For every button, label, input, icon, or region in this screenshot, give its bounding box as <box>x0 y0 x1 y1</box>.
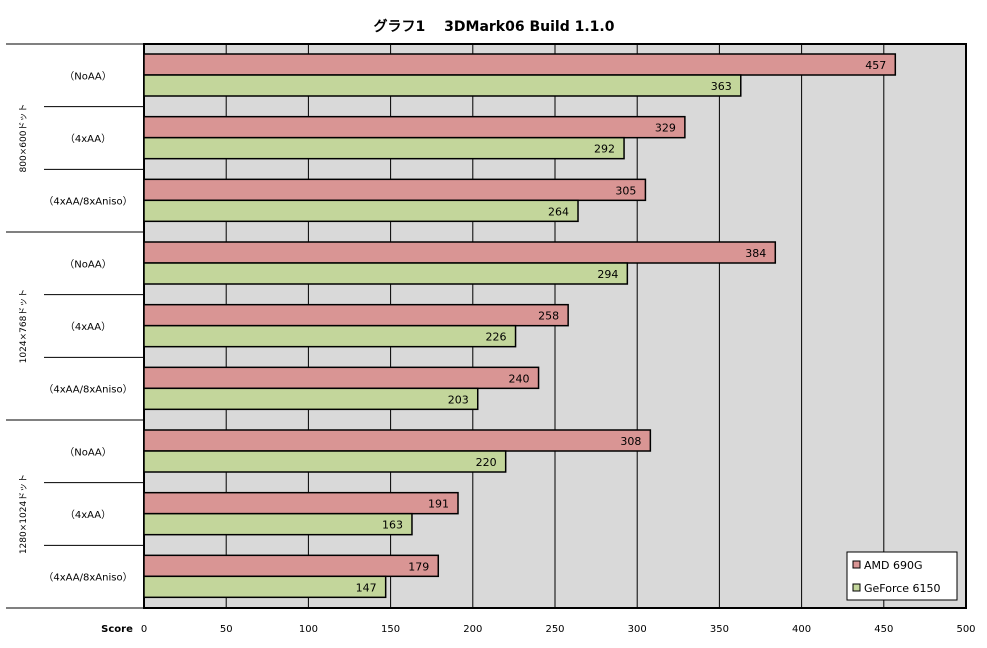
x-tick-label: 400 <box>792 624 811 635</box>
category-label: （4xAA/8xAniso） <box>43 196 132 208</box>
bar-geforce-6150 <box>143 262 629 285</box>
bar-geforce-6150 <box>143 575 387 599</box>
bar-amd-690g <box>143 241 777 264</box>
bar-amd-690g <box>143 429 652 452</box>
data-label: 294 <box>597 268 618 281</box>
data-label: 384 <box>745 247 766 260</box>
bar-amd-690g <box>143 53 897 76</box>
data-labels: 457 329 305 384 258 240 308 191 179 363 292 264 294 2… <box>356 59 887 594</box>
category-label: （4xAA） <box>65 321 111 333</box>
data-label: 203 <box>448 393 469 406</box>
bar-amd-690g <box>143 366 540 390</box>
group-label: 800×600ドット <box>19 104 29 173</box>
data-label: 147 <box>356 581 377 594</box>
bar-geforce-6150 <box>143 387 479 411</box>
x-tick-label: 100 <box>299 624 318 635</box>
bar-amd-690g <box>143 115 686 139</box>
data-label: 240 <box>509 372 530 385</box>
group-label: 1024×768ドット <box>19 289 29 364</box>
data-label: 292 <box>594 143 615 156</box>
category-label: （NoAA） <box>64 70 112 82</box>
bar-amd-690g <box>143 303 569 327</box>
legend-box <box>846 551 958 601</box>
data-label: 163 <box>382 519 403 532</box>
data-label: 329 <box>655 122 676 135</box>
data-label: 264 <box>548 205 569 218</box>
bar-amd-690g <box>143 178 647 202</box>
x-tick-label: 300 <box>628 624 647 635</box>
bar-geforce-6150 <box>143 450 507 473</box>
x-tick-label: 150 <box>381 624 400 635</box>
x-tick-label: 50 <box>220 624 233 635</box>
category-label: （4xAA/8xAniso） <box>43 572 132 584</box>
data-label: 363 <box>711 80 732 93</box>
data-label: 308 <box>620 435 641 448</box>
bar-geforce-6150 <box>143 199 579 223</box>
x-tick-label: 0 <box>141 624 147 635</box>
data-label: 220 <box>476 456 497 469</box>
legend-swatch <box>852 560 861 569</box>
category-label: （4xAA） <box>65 509 111 521</box>
x-axis-label: Score <box>101 624 133 635</box>
value-axis: 0 50 100 150 200 250 300 350 400 450 500 Score <box>101 624 975 635</box>
bar-geforce-6150 <box>143 136 625 160</box>
data-label: 191 <box>428 498 449 511</box>
data-label: 305 <box>615 184 636 197</box>
category-label: （NoAA） <box>64 446 112 458</box>
x-tick-label: 200 <box>463 624 482 635</box>
data-label: 457 <box>865 59 886 72</box>
group-label: 1280×1024ドット <box>19 474 29 554</box>
category-label: （4xAA） <box>65 133 111 145</box>
bars <box>143 53 897 599</box>
legend-swatch <box>852 583 861 592</box>
legend-label: GeForce 6150 <box>864 582 941 595</box>
legend: AMD 690G GeForce 6150 <box>846 551 958 601</box>
data-label: 226 <box>486 331 507 344</box>
category-label: （NoAA） <box>64 258 112 270</box>
x-tick-label: 250 <box>545 624 564 635</box>
category-label: （4xAA/8xAniso） <box>43 384 132 396</box>
bar-amd-690g <box>143 491 459 515</box>
category-axis: 800×600ドット （NoAA） （4xAA） （4xAA/8xAniso） 1024… <box>6 43 145 609</box>
x-tick-label: 350 <box>710 624 729 635</box>
bar-amd-690g <box>143 554 440 578</box>
bar-geforce-6150 <box>143 512 413 536</box>
data-label: 179 <box>408 560 429 573</box>
x-tick-label: 450 <box>874 624 893 635</box>
x-tick-label: 500 <box>956 624 975 635</box>
bar-geforce-6150 <box>143 324 517 348</box>
data-label: 258 <box>538 310 559 323</box>
legend-label: AMD 690G <box>864 559 923 572</box>
bar-geforce-6150 <box>143 74 742 97</box>
chart-title: グラフ1 3DMark06 Build 1.1.0 <box>374 18 615 35</box>
